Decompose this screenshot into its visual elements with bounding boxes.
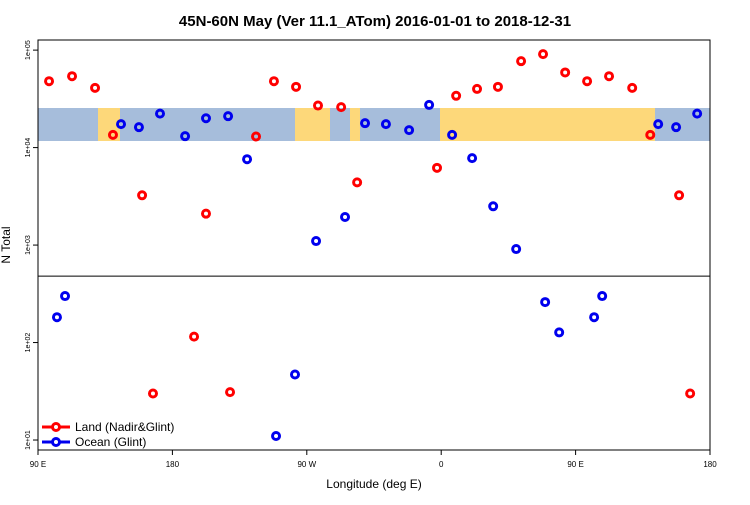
point	[291, 81, 302, 92]
point	[685, 388, 696, 399]
point	[223, 111, 234, 122]
point	[180, 131, 191, 142]
point	[155, 108, 166, 119]
legend-label: Land (Nadir&Glint)	[75, 420, 174, 434]
legend-label: Ocean (Glint)	[75, 435, 146, 449]
point	[189, 331, 200, 342]
point	[432, 162, 443, 173]
x-tick-label: 180	[166, 460, 180, 469]
point	[313, 100, 323, 111]
point	[653, 119, 664, 130]
point	[582, 76, 593, 87]
point	[540, 297, 551, 308]
legend-marker	[51, 422, 61, 432]
point	[467, 153, 478, 164]
x-tick-label: 90 E	[567, 460, 583, 469]
point	[597, 291, 608, 302]
point	[137, 190, 148, 201]
legend: Land (Nadir&Glint)Ocean (Glint)	[42, 420, 174, 449]
y-tick-label: 1e+01	[25, 430, 32, 450]
point	[336, 102, 347, 113]
y-tick-label: 1e+02	[25, 333, 32, 353]
point	[90, 82, 101, 93]
point	[404, 125, 415, 136]
point	[589, 312, 600, 323]
legend-marker	[51, 437, 61, 447]
y-tick-label: 1e+04	[25, 138, 32, 158]
point	[60, 291, 71, 302]
point	[271, 430, 282, 441]
point	[242, 154, 253, 165]
x-tick-label: 0	[439, 460, 444, 469]
point	[311, 236, 322, 247]
point	[116, 119, 127, 130]
point	[352, 177, 363, 188]
point	[290, 369, 301, 380]
x-tick-label: 180	[703, 460, 717, 469]
point	[44, 76, 55, 87]
point	[201, 113, 211, 124]
point	[492, 81, 503, 92]
point	[107, 129, 118, 140]
point	[671, 122, 682, 133]
point	[147, 388, 158, 399]
point	[538, 49, 549, 60]
x-tick-label: 90 W	[297, 460, 316, 469]
point	[472, 83, 483, 94]
chart-title: 45N-60N May (Ver 11.1_ATom) 2016-01-01 t…	[179, 13, 571, 30]
point	[451, 90, 462, 101]
y-tick-label: 1e+03	[25, 235, 32, 255]
point	[340, 212, 351, 223]
point	[516, 56, 527, 67]
point	[225, 387, 236, 398]
point	[424, 99, 435, 110]
point	[51, 312, 62, 323]
point	[251, 131, 262, 142]
point	[604, 71, 615, 82]
x-tick-label: 90 E	[30, 460, 46, 469]
point	[67, 71, 78, 82]
plot-frame	[37, 39, 711, 451]
map-strip	[38, 108, 710, 141]
point	[268, 76, 279, 87]
y-axis-label: N Total	[0, 226, 13, 263]
point	[201, 208, 211, 219]
point	[692, 108, 703, 119]
point	[560, 67, 571, 78]
x-axis-label: Longitude (deg E)	[326, 477, 421, 491]
point	[627, 82, 638, 93]
point	[133, 122, 144, 133]
y-tick-label: 1e+05	[25, 40, 32, 60]
point	[360, 118, 371, 129]
point	[674, 190, 685, 201]
point	[645, 129, 656, 140]
point	[554, 327, 565, 338]
point	[511, 244, 522, 255]
point	[447, 129, 458, 140]
point	[380, 119, 391, 130]
point	[488, 201, 499, 212]
